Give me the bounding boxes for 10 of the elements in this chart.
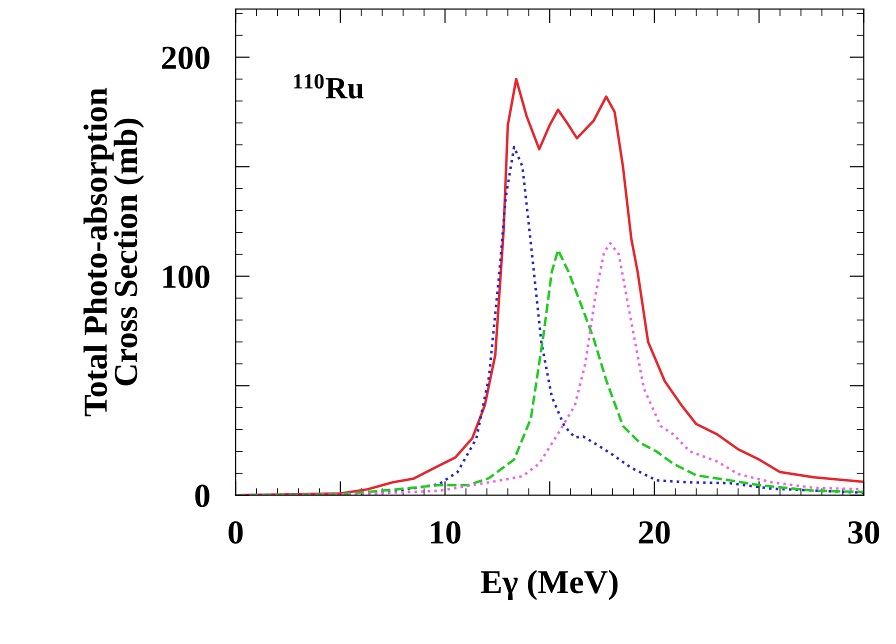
x-tick-label: 0 [228, 521, 243, 544]
y-tick-label: 0 [195, 484, 210, 508]
x-tick-label: 10 [431, 521, 460, 544]
x-tick-label: 20 [639, 521, 670, 544]
y-axis-title: Total Photo-absorption Cross Section (mb) [84, 88, 144, 416]
x-axis-title: Eγ (MeV) [480, 570, 618, 600]
y-tick-label: 100 [163, 266, 210, 288]
x-tick-label: 30 [848, 521, 880, 544]
annotation: $^{110}$Ru [294, 74, 364, 99]
y-tick-label: 200 [162, 46, 210, 70]
